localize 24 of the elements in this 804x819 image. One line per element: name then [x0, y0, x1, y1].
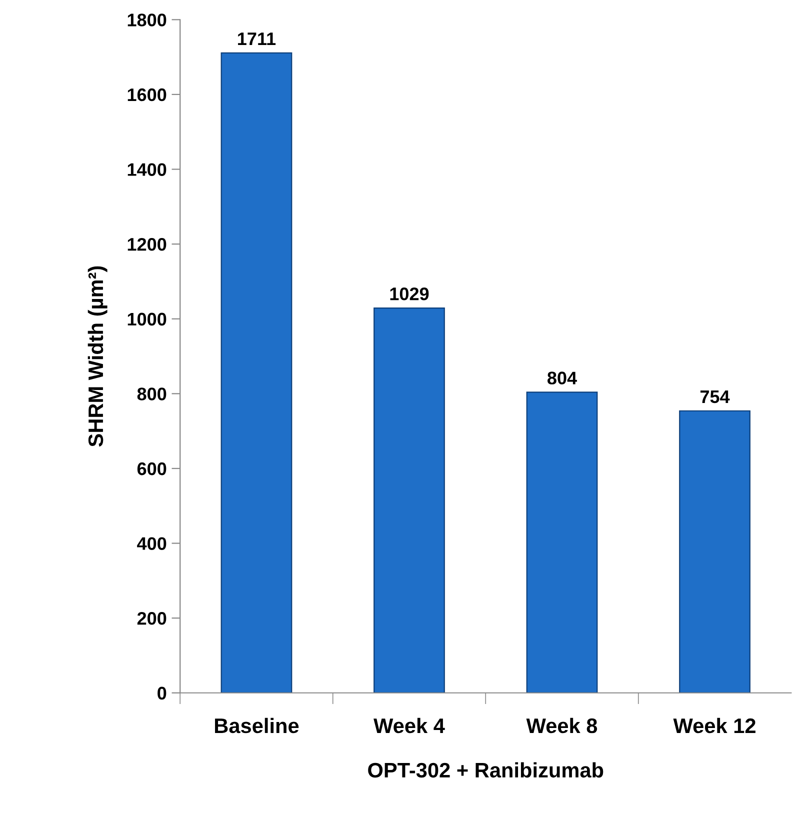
y-tick-label: 1200	[128, 238, 166, 251]
y-tick-label: 600	[137, 462, 166, 476]
data-label: 1029	[390, 287, 429, 300]
data-label: 804	[548, 372, 577, 384]
x-tick-label: Week 12	[673, 718, 756, 734]
bar	[374, 307, 445, 693]
y-tick-label: 0	[158, 686, 166, 700]
x-tick-label: Week 8	[526, 718, 598, 734]
x-axis-title: OPT-302 + Ranibizumab	[368, 762, 604, 778]
x-tick-label: Baseline	[215, 718, 299, 734]
y-tick-label: 1000	[128, 312, 166, 326]
y-tick-label: 1800	[128, 14, 166, 26]
y-tick-label: 200	[137, 612, 166, 625]
y-tick-label: 1600	[128, 88, 166, 102]
bar	[220, 52, 292, 693]
bar	[679, 410, 750, 693]
y-tick-label: 1400	[128, 163, 166, 176]
y-tick-label: 800	[137, 388, 166, 400]
data-label: 1711	[238, 32, 276, 46]
data-label: 754	[700, 390, 730, 404]
y-tick-label: 400	[137, 537, 166, 550]
bar	[526, 392, 598, 693]
y-axis-title: SHRM Width (µm²)	[88, 266, 108, 447]
x-tick-label: Week 4	[374, 718, 445, 734]
